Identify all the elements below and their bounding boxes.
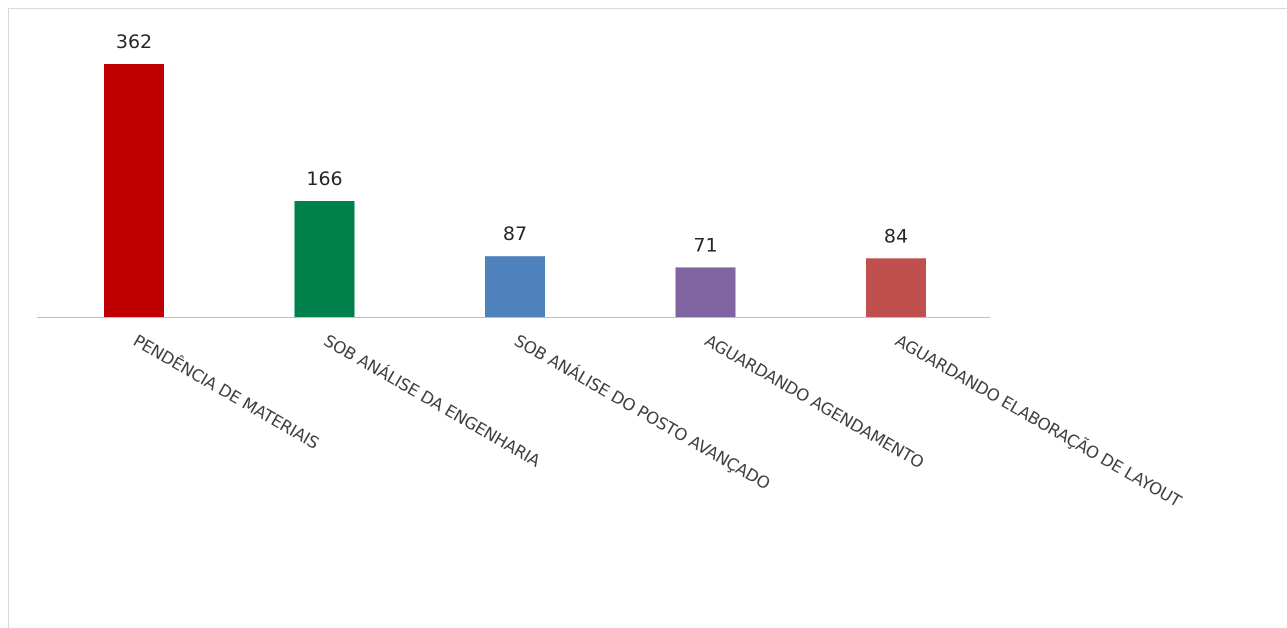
chart-frame	[8, 8, 1287, 628]
bar-1	[104, 64, 164, 317]
x-tick-label-5: AGUARDANDO ELABORAÇÃO DE LAYOUT	[892, 331, 1185, 511]
data-label-1: 362	[116, 31, 152, 53]
x-tick-label-2: SOB ANÁLISE DA ENGENHARIA	[321, 331, 545, 471]
bar-5	[866, 258, 926, 317]
data-labels-group: 362 166 87 71 84	[116, 31, 908, 256]
bar-2	[294, 201, 355, 317]
bar-4	[675, 267, 736, 317]
x-tick-label-4: AGUARDANDO AGENDAMENTO	[702, 331, 928, 472]
x-tick-label-1: PENDÊNCIA DE MATERIAIS	[130, 331, 322, 453]
data-label-3: 87	[503, 223, 527, 245]
bar-3	[485, 256, 545, 317]
bars-group	[104, 64, 926, 317]
data-label-2: 166	[306, 168, 342, 190]
data-label-4: 71	[693, 234, 717, 256]
data-label-5: 84	[884, 225, 908, 247]
